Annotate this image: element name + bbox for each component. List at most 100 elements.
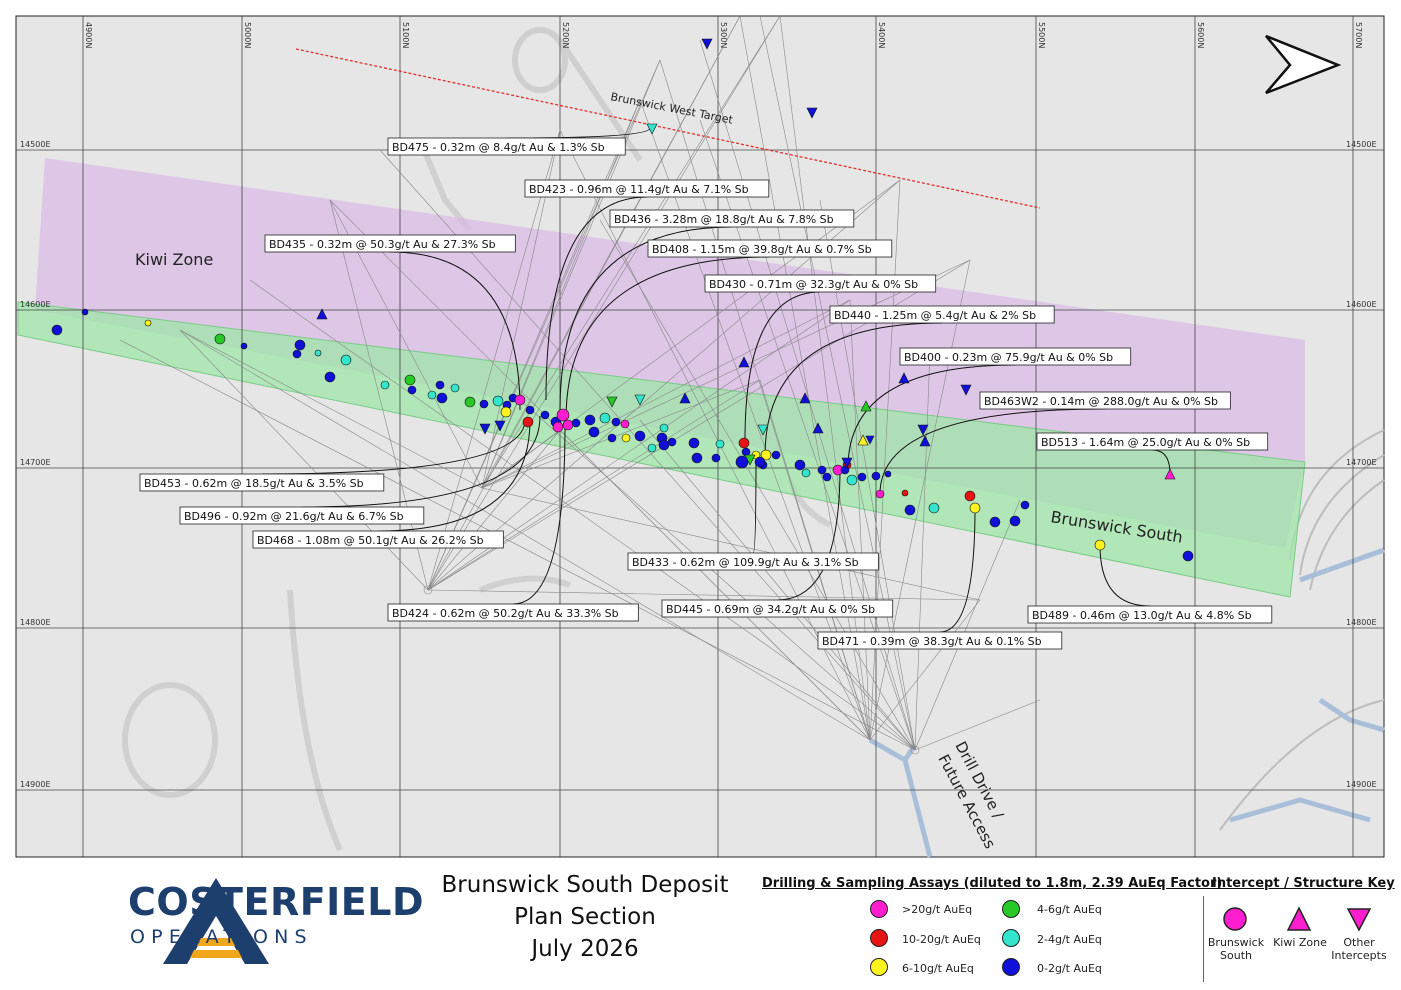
intercept-label-box <box>899 347 1132 366</box>
drill-trace <box>849 299 871 741</box>
sample-circle <box>294 339 306 351</box>
sample-triangle-up <box>919 435 931 447</box>
drill-trace <box>914 349 931 751</box>
key-triangle-up-icon <box>1286 906 1312 931</box>
key-triangle-down-icon <box>1346 908 1372 932</box>
leader-line <box>559 226 732 411</box>
grid-lines <box>16 16 1384 857</box>
sample-circle <box>450 383 460 393</box>
intercept-label-text: BD453 - 0.62m @ 18.5g/t Au & 3.5% Sb <box>144 477 364 490</box>
intercept-label-box <box>524 179 770 198</box>
sample-triangle-down <box>806 107 818 119</box>
sample-circle <box>51 324 63 336</box>
sample-triangle-up <box>316 308 328 320</box>
leader-line <box>378 419 531 532</box>
intercept-label-box <box>817 631 1063 650</box>
sample-triangle-up <box>679 392 691 404</box>
sample-circle <box>404 374 416 386</box>
legend-green-dot-icon <box>1002 900 1020 918</box>
map-title-line3: July 2026 <box>531 936 639 962</box>
drill-trace <box>427 15 781 591</box>
sample-circle <box>571 418 581 428</box>
drill-collar <box>910 745 920 755</box>
drill-trace <box>914 699 1041 751</box>
grid-label-northing: 5000N <box>243 22 252 48</box>
intercept-label-box <box>661 599 894 618</box>
key-brunswick-south-label: Brunswick South <box>1207 936 1265 962</box>
drill-trace <box>179 329 483 489</box>
leader-line <box>1099 544 1150 607</box>
intercept-label-box <box>387 603 639 622</box>
kiwi-zone-label: Kiwi Zone <box>135 250 213 269</box>
sample-circle <box>857 472 867 482</box>
intercept-labels: BD475 - 0.32m @ 8.4g/t Au & 1.3% Sb BD423… <box>139 137 1273 650</box>
drill-trace <box>481 99 641 489</box>
sample-circle <box>711 453 721 463</box>
sample-circle <box>715 439 725 449</box>
legend-red-dot-icon <box>870 929 888 947</box>
drill-trace <box>779 15 871 741</box>
sample-circle <box>464 396 476 408</box>
costerfield-logo-icon <box>163 878 269 964</box>
grid-label-easting-left: 14500E <box>20 140 51 149</box>
sample-circle <box>81 308 89 316</box>
sample-circle <box>794 459 806 471</box>
intercept-label-text: BD513 - 1.64m @ 25.0g/t Au & 0% Sb <box>1041 436 1250 449</box>
sample-circle <box>901 489 909 497</box>
sample-circle <box>989 516 1001 528</box>
sample-circle <box>1009 515 1021 527</box>
drill-trace <box>481 379 761 489</box>
brand-subtitle: OPERATIONS <box>130 926 313 948</box>
legend-item-label: 2-4g/t AuEq <box>1037 933 1102 946</box>
leader-line <box>752 454 757 554</box>
leader-line <box>847 364 1016 469</box>
intercept-label-box <box>627 552 879 571</box>
drill-trace <box>869 599 981 741</box>
intercept-label-text: BD436 - 3.28m @ 18.8g/t Au & 7.8% Sb <box>614 213 834 226</box>
sample-triangle-down <box>646 123 658 135</box>
sample-circle <box>214 333 226 345</box>
grid-label-easting-left: 14900E <box>20 780 51 789</box>
sample-circle <box>552 421 564 433</box>
sample-triangle-up <box>860 400 872 412</box>
grid-label-easting-left: 14600E <box>20 300 51 309</box>
sample-circle <box>584 414 596 426</box>
grid-label-easting-left: 14800E <box>20 618 51 627</box>
leader-line <box>939 507 976 633</box>
sample-circle <box>771 450 781 460</box>
map-title-line2: Plan Section <box>514 904 656 930</box>
intercept-label-text: BD423 - 0.96m @ 11.4g/t Au & 7.1% Sb <box>529 183 749 196</box>
sample-points <box>51 38 1194 562</box>
grid-label-northing: 5400N <box>877 22 886 48</box>
intercept-label-text: BD468 - 1.08m @ 50.1g/t Au & 26.2% Sb <box>257 534 484 547</box>
sample-circle <box>875 489 885 499</box>
sample-circle <box>691 452 703 464</box>
sample-circle <box>340 354 352 366</box>
sample-circle <box>658 439 670 451</box>
sample-triangle-down <box>606 396 618 408</box>
drill-trace <box>481 259 971 489</box>
intercept-label-box <box>609 209 855 228</box>
intercept-label-box <box>647 239 893 258</box>
sample-triangle-down <box>841 457 853 469</box>
drill-drive <box>868 547 1385 858</box>
sample-circle <box>884 470 892 478</box>
grid-label-northing: 5100N <box>401 22 410 48</box>
legend-item-label: 0-2g/t AuEq <box>1037 962 1102 975</box>
sample-circle <box>525 405 535 415</box>
sample-triangle-up <box>857 434 869 446</box>
intercept-label-text: BD435 - 0.32m @ 50.3g/t Au & 27.3% Sb <box>269 238 496 251</box>
north-arrow-icon <box>1265 34 1342 95</box>
intercept-label-box <box>252 530 504 549</box>
sample-triangle-down <box>744 454 756 466</box>
drill-trace <box>179 329 871 741</box>
sample-triangle-down <box>960 384 972 396</box>
sample-circle <box>634 430 646 442</box>
sample-circle <box>840 465 850 475</box>
sample-triangle-up <box>812 422 824 434</box>
grid-label-northing: 5500N <box>1037 22 1046 48</box>
grid-label-northing: 5700N <box>1354 22 1363 48</box>
sample-circle <box>588 426 600 438</box>
drill-trace <box>639 419 916 751</box>
legend-blue-dot-icon <box>1002 958 1020 976</box>
